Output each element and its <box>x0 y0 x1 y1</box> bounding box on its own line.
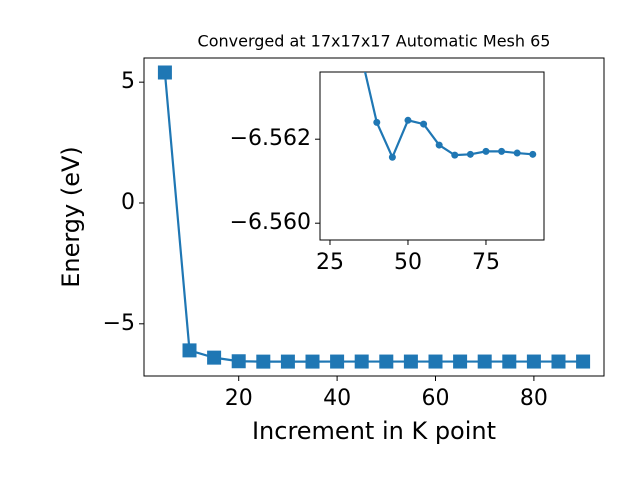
marker <box>207 350 222 365</box>
marker <box>526 354 541 369</box>
x-axis-label: Increment in K point <box>252 417 496 445</box>
axes-frame <box>319 71 545 241</box>
marker <box>451 151 459 159</box>
marker <box>280 354 295 369</box>
marker <box>157 65 172 80</box>
marker <box>404 116 412 124</box>
marker <box>330 354 345 369</box>
marker <box>256 354 271 369</box>
marker <box>231 354 246 369</box>
y-tick-label: 0 <box>121 190 135 215</box>
marker <box>529 150 537 158</box>
chart-title: Converged at 17x17x17 Automatic Mesh 65 <box>198 32 551 51</box>
x-tick-label: 40 <box>323 386 351 411</box>
x-tick-label: 80 <box>520 386 548 411</box>
y-tick-label: −6.562 <box>230 126 311 151</box>
y-tick-label: −5 <box>103 311 135 336</box>
y-axis-label: Energy (eV) <box>57 146 85 288</box>
marker <box>305 354 320 369</box>
x-tick-label: 75 <box>472 250 500 275</box>
x-tick-label: 50 <box>394 250 422 275</box>
marker <box>373 118 381 126</box>
plot-area <box>363 72 537 161</box>
marker <box>482 147 490 155</box>
x-tick-label: 20 <box>225 386 253 411</box>
plot-area <box>157 65 591 369</box>
marker <box>420 120 428 128</box>
y-tick-label: −6.560 <box>230 210 311 235</box>
x-tick-label: 25 <box>316 250 344 275</box>
marker <box>498 147 506 155</box>
marker <box>388 153 396 161</box>
marker <box>551 354 566 369</box>
marker <box>435 141 443 149</box>
y-tick-label: 5 <box>121 69 135 94</box>
marker <box>354 354 369 369</box>
marker <box>513 149 521 157</box>
marker <box>182 343 197 358</box>
marker <box>428 354 443 369</box>
marker <box>453 354 468 369</box>
marker <box>502 354 517 369</box>
marker <box>466 150 474 158</box>
x-tick-label: 60 <box>421 386 449 411</box>
marker <box>576 354 591 369</box>
marker <box>379 354 394 369</box>
marker <box>403 354 418 369</box>
marker <box>477 354 492 369</box>
